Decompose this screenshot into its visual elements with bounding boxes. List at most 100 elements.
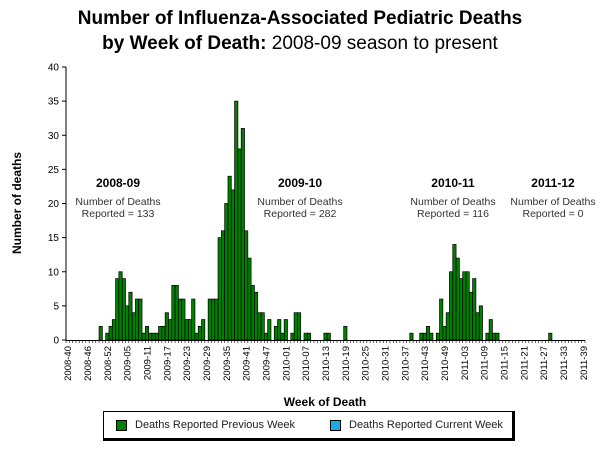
bar [442, 326, 447, 341]
y-axis-label: Number of deaths [10, 152, 24, 254]
bar [409, 332, 414, 341]
bar [465, 271, 470, 341]
x-tick-label: 2008-52 [103, 346, 114, 381]
x-tick-label: 2011-03 [460, 346, 471, 380]
bar [293, 312, 298, 341]
x-tick-label: 2009-17 [162, 346, 173, 381]
x-tick-label: 2011-33 [559, 346, 570, 380]
bar [303, 332, 308, 341]
bar [445, 312, 450, 341]
legend-swatch-blue [330, 419, 341, 431]
season-deaths-count: Reported = 133 [82, 208, 155, 220]
bar [422, 332, 427, 341]
bar [184, 319, 189, 341]
bar [178, 298, 183, 341]
bar [449, 271, 454, 341]
bar [455, 257, 460, 341]
x-tick-label: 2010-43 [420, 346, 431, 381]
x-tick-label: 2008-46 [83, 346, 94, 381]
y-tick-label: 35 [48, 97, 60, 108]
bar [138, 298, 143, 341]
bar [478, 305, 483, 341]
y-tick-label: 0 [53, 336, 59, 347]
bar [306, 332, 311, 341]
bar [227, 175, 232, 341]
x-tick-label: 2010-31 [381, 346, 392, 381]
bar [174, 285, 179, 341]
bar [462, 271, 467, 341]
bar [472, 278, 477, 341]
season-deaths-label: Number of Deaths [410, 196, 495, 208]
bar [435, 332, 440, 341]
y-tick-label: 40 [48, 63, 60, 74]
season-deaths-count: Reported = 0 [522, 208, 583, 220]
bar [250, 285, 255, 341]
season-deaths-count: Reported = 116 [417, 208, 489, 220]
x-tick-label: 2010-01 [281, 346, 292, 381]
x-tick-label: 2010-13 [321, 346, 332, 381]
bar [425, 326, 430, 341]
legend-label-previous: Deaths Reported Previous Week [135, 419, 295, 431]
season-deaths-label: Number of Deaths [510, 196, 595, 208]
x-tick-label: 2009-23 [182, 346, 193, 381]
season-deaths-label: Number of Deaths [257, 196, 342, 208]
legend: Deaths Reported Previous Week Deaths Rep… [103, 411, 515, 441]
chart-title-bold: by Week of Death: [102, 33, 267, 54]
chart-subtitle: 2008-09 season to present [266, 33, 498, 54]
bar [273, 326, 278, 341]
bar [244, 230, 249, 341]
bar [194, 332, 199, 341]
bar [323, 332, 328, 341]
bar [171, 285, 176, 341]
y-tick-label: 30 [48, 131, 60, 142]
bar [224, 203, 229, 341]
legend-label-current: Deaths Reported Current Week [349, 419, 503, 431]
bar [141, 332, 146, 341]
x-tick-label: 2009-35 [222, 346, 233, 381]
legend-item-current: Deaths Reported Current Week [330, 419, 503, 431]
x-tick-label: 2010-25 [361, 346, 372, 381]
x-tick-label: 2009-41 [242, 346, 253, 381]
bar [240, 128, 245, 341]
bar [125, 305, 130, 341]
bar [135, 298, 140, 341]
bar [211, 298, 216, 341]
bar [459, 278, 464, 341]
bar [419, 332, 424, 341]
x-axis-label: Week of Death [284, 395, 366, 409]
bar [548, 332, 553, 341]
bar [230, 189, 235, 341]
bar [468, 291, 473, 341]
bar [290, 332, 295, 341]
bar [151, 332, 156, 341]
bar [485, 332, 490, 341]
bar [237, 148, 242, 341]
bar [326, 332, 331, 341]
bar [191, 298, 196, 341]
season-deaths-count: Reported = 282 [264, 208, 337, 220]
x-tick-label: 2008-40 [63, 346, 74, 381]
x-tick-label: 2011-21 [519, 346, 530, 380]
bar [207, 298, 212, 341]
bar [492, 332, 497, 341]
bar [118, 271, 123, 341]
x-tick-label: 2009-11 [142, 346, 153, 380]
season-label: 2010-11 [431, 176, 475, 190]
bar [111, 319, 116, 341]
bar [164, 312, 169, 341]
bar [283, 319, 288, 341]
chart-title-line2: by Week of Death: 2008-09 season to pres… [0, 33, 600, 55]
x-tick-label: 2011-27 [539, 346, 550, 380]
bar [131, 312, 136, 341]
bar [475, 312, 480, 341]
bar [495, 332, 500, 341]
x-tick-label: 2009-05 [123, 346, 134, 381]
bar [267, 319, 272, 341]
bar [148, 332, 153, 341]
chart-title-line1: Number of Influenza-Associated Pediatric… [77, 8, 523, 29]
bar [280, 332, 285, 341]
bar [257, 312, 262, 341]
season-label: 2009-10 [278, 176, 322, 190]
x-tick-label: 2011-15 [500, 346, 511, 380]
